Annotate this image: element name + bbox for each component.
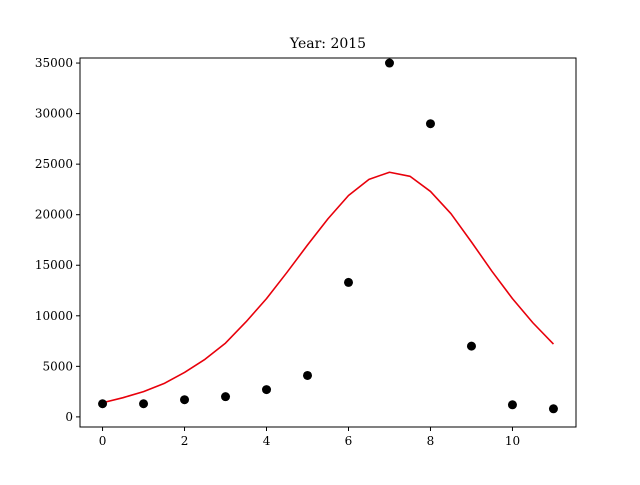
x-tick-label: 0 (99, 434, 107, 448)
data-point (303, 370, 313, 380)
data-point (425, 119, 435, 129)
data-point (466, 341, 476, 351)
plot-marks (98, 58, 558, 414)
data-point (262, 385, 272, 395)
y-tick-label: 35000 (35, 56, 73, 70)
y-tick-label: 0 (65, 410, 73, 424)
chart-title: Year: 2015 (289, 36, 366, 52)
y-tick-label: 10000 (35, 309, 73, 323)
fit-curve-line (102, 171, 555, 404)
x-tick-label: 6 (345, 434, 353, 448)
data-point (384, 58, 394, 68)
data-point (98, 399, 108, 409)
y-tick-label: 15000 (35, 258, 73, 272)
data-point (343, 277, 353, 287)
y-tick-label: 5000 (42, 359, 73, 373)
data-point (221, 392, 231, 402)
axes: 0 2 4 6 8 10 0 5000 10000 15000 20000 25000 30000 350… (35, 56, 520, 448)
x-tick-label: 2 (181, 434, 189, 448)
plot-frame (79, 57, 577, 428)
y-tick-label: 30000 (35, 107, 73, 121)
y-tick-label: 20000 (35, 208, 73, 222)
x-tick-label: 10 (505, 434, 520, 448)
data-point (507, 400, 517, 410)
data-point (139, 399, 149, 409)
data-point (180, 395, 190, 405)
y-tick-label: 25000 (35, 157, 73, 171)
x-tick-label: 4 (263, 434, 271, 448)
data-point (548, 404, 558, 414)
x-tick-label: 8 (427, 434, 435, 448)
